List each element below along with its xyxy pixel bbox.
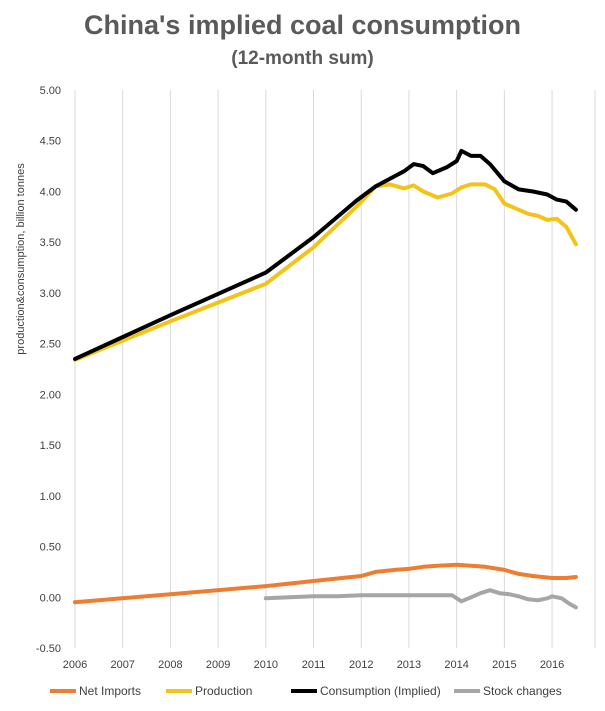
- x-tick-label: 2012: [349, 659, 373, 671]
- x-tick-label: 2014: [444, 659, 468, 671]
- y-tick-label: 0.00: [40, 592, 61, 604]
- x-tick-label: 2010: [254, 659, 278, 671]
- y-tick-label: -0.50: [36, 643, 61, 655]
- legend-item: Stock changes: [454, 684, 562, 698]
- x-tick-label: 2015: [492, 659, 516, 671]
- x-tick-label: 2009: [206, 659, 230, 671]
- y-tick-label: 0.50: [40, 542, 61, 554]
- x-tick-label: 2011: [302, 659, 326, 671]
- y-tick-label: 3.50: [40, 237, 61, 249]
- legend-item: Consumption (Implied): [291, 684, 441, 698]
- x-tick-label: 2007: [110, 659, 134, 671]
- legend-item: Production: [166, 684, 252, 698]
- series-line-net-imports: [73, 562, 578, 605]
- legend-swatch: [50, 689, 76, 693]
- legend-label: Consumption (Implied): [320, 684, 441, 698]
- chart-title: China's implied coal consumption: [84, 10, 521, 40]
- legend-item: Net Imports: [50, 684, 141, 698]
- y-tick-label: 5.00: [40, 85, 61, 97]
- x-tick-label: 2016: [540, 659, 564, 671]
- y-tick-label: 3.00: [40, 288, 61, 300]
- legend-label: Stock changes: [483, 684, 562, 698]
- y-tick-label: 4.00: [40, 186, 61, 198]
- series-line-consumption-implied-: [73, 148, 578, 361]
- legend-swatch: [454, 689, 480, 693]
- y-tick-label: 1.50: [40, 440, 61, 452]
- legend-label: Net Imports: [79, 684, 142, 698]
- y-tick-label: 1.00: [40, 491, 61, 503]
- y-tick-label: 2.50: [40, 339, 61, 351]
- legend-label: Production: [195, 684, 253, 698]
- x-tick-label: 2008: [158, 659, 182, 671]
- y-tick-label: 2.00: [40, 389, 61, 401]
- legend-swatch: [166, 689, 192, 693]
- series-line-production: [73, 182, 578, 362]
- x-tick-label: 2006: [63, 659, 87, 671]
- legend-swatch: [291, 689, 317, 693]
- chart-subtitle: (12-month sum): [231, 48, 374, 69]
- chart-legend: Net Imports Production Consumption (Implie…: [0, 684, 605, 704]
- y-tick-label: 4.50: [40, 136, 61, 148]
- y-axis-label: production&consumption, billion tonnes: [15, 163, 27, 355]
- x-tick-label: 2013: [397, 659, 421, 671]
- series-line-stock-changes: [263, 588, 578, 610]
